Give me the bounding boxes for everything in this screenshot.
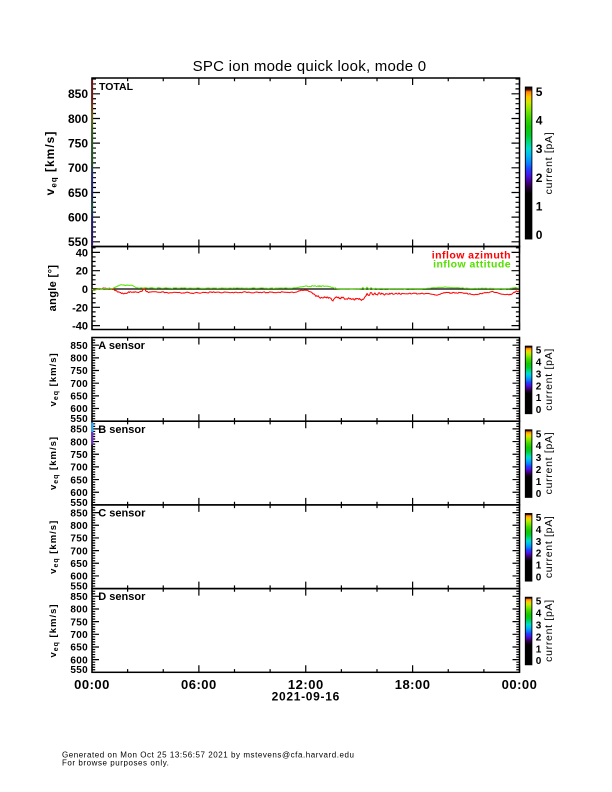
svg-text:5: 5 [536, 429, 542, 440]
svg-text:angle [°]: angle [°] [47, 265, 59, 312]
svg-text:00:00: 00:00 [74, 677, 110, 692]
svg-text:2: 2 [536, 632, 542, 643]
svg-text:600: 600 [70, 488, 88, 499]
svg-text:5: 5 [536, 346, 542, 357]
svg-text:2: 2 [536, 381, 542, 392]
svg-text:550: 550 [70, 414, 88, 425]
svg-text:0: 0 [536, 656, 542, 667]
svg-text:0: 0 [82, 284, 88, 296]
svg-text:veq [km/s]: veq [km/s] [48, 603, 60, 657]
svg-text:3: 3 [536, 369, 542, 380]
svg-text:12:00: 12:00 [288, 677, 324, 692]
svg-text:3: 3 [536, 537, 542, 548]
svg-text:800: 800 [70, 521, 88, 532]
svg-text:600: 600 [70, 572, 88, 583]
svg-text:1: 1 [536, 644, 542, 655]
svg-text:1: 1 [536, 200, 543, 214]
svg-text:20: 20 [76, 266, 88, 278]
svg-text:750: 750 [70, 617, 88, 628]
svg-text:2: 2 [536, 465, 542, 476]
svg-text:650: 650 [70, 392, 88, 403]
svg-text:2: 2 [536, 171, 543, 185]
svg-text:3: 3 [536, 142, 543, 156]
svg-text:550: 550 [70, 498, 88, 509]
svg-text:veq [km/s]: veq [km/s] [48, 436, 60, 490]
svg-text:Generated on Mon Oct 25 13:56:: Generated on Mon Oct 25 13:56:57 2021 by… [62, 750, 354, 759]
svg-text:700: 700 [70, 630, 88, 641]
svg-text:current [pA]: current [pA] [543, 515, 555, 578]
svg-text:800: 800 [70, 605, 88, 616]
svg-text:current [pA]: current [pA] [543, 348, 555, 411]
svg-text:4: 4 [536, 358, 542, 369]
svg-text:600: 600 [70, 404, 88, 415]
svg-text:850: 850 [70, 592, 88, 603]
svg-text:700: 700 [70, 379, 88, 390]
svg-text:700: 700 [70, 463, 88, 474]
svg-text:850: 850 [70, 425, 88, 436]
svg-text:2021-09-16: 2021-09-16 [272, 690, 340, 704]
svg-text:TOTAL: TOTAL [99, 81, 134, 93]
svg-text:C sensor: C sensor [98, 508, 146, 520]
svg-text:700: 700 [68, 161, 88, 175]
svg-text:5: 5 [536, 85, 543, 99]
svg-text:600: 600 [68, 210, 88, 224]
svg-text:4: 4 [536, 525, 542, 536]
svg-text:550: 550 [70, 665, 88, 676]
svg-text:600: 600 [70, 655, 88, 666]
svg-text:850: 850 [68, 87, 88, 101]
svg-text:18:00: 18:00 [395, 677, 431, 692]
svg-text:2: 2 [536, 549, 542, 560]
svg-text:inflow azimuth: inflow azimuth [432, 249, 511, 261]
svg-text:3: 3 [536, 621, 542, 632]
svg-text:For browse purposes only.: For browse purposes only. [62, 758, 169, 767]
svg-text:0: 0 [536, 489, 542, 500]
svg-text:4: 4 [536, 609, 542, 620]
svg-text:650: 650 [70, 559, 88, 570]
svg-text:550: 550 [68, 235, 88, 249]
svg-text:current [pA]: current [pA] [543, 132, 555, 195]
svg-text:800: 800 [68, 112, 88, 126]
svg-text:4: 4 [536, 441, 542, 452]
svg-text:650: 650 [68, 186, 88, 200]
svg-text:veq [km/s]: veq [km/s] [48, 352, 60, 406]
svg-text:750: 750 [68, 136, 88, 150]
svg-text:B sensor: B sensor [98, 424, 146, 436]
svg-text:A sensor: A sensor [98, 340, 145, 352]
svg-text:0: 0 [536, 405, 542, 416]
svg-text:800: 800 [70, 437, 88, 448]
svg-text:750: 750 [70, 450, 88, 461]
svg-text:1: 1 [536, 477, 542, 488]
svg-text:veq [km/s]: veq [km/s] [48, 520, 60, 574]
svg-text:1: 1 [536, 393, 542, 404]
svg-text:750: 750 [70, 366, 88, 377]
svg-text:-40: -40 [72, 321, 88, 333]
svg-text:650: 650 [70, 475, 88, 486]
svg-text:850: 850 [70, 341, 88, 352]
svg-text:40: 40 [76, 247, 88, 259]
svg-text:800: 800 [70, 354, 88, 365]
svg-text:750: 750 [70, 534, 88, 545]
svg-text:current [pA]: current [pA] [543, 432, 555, 495]
svg-text:0: 0 [536, 228, 543, 242]
svg-text:550: 550 [70, 582, 88, 593]
svg-text:00:00: 00:00 [502, 677, 538, 692]
svg-text:5: 5 [536, 513, 542, 524]
svg-text:current [pA]: current [pA] [543, 599, 555, 662]
svg-text:700: 700 [70, 546, 88, 557]
svg-text:4: 4 [536, 114, 543, 128]
svg-text:650: 650 [70, 643, 88, 654]
svg-text:06:00: 06:00 [181, 677, 217, 692]
svg-text:3: 3 [536, 453, 542, 464]
svg-text:1: 1 [536, 561, 542, 572]
svg-text:850: 850 [70, 508, 88, 519]
svg-text:inflow attitude: inflow attitude [433, 259, 511, 271]
svg-text:D sensor: D sensor [98, 591, 146, 603]
svg-text:SPC ion mode quick look, mode: SPC ion mode quick look, mode 0 [193, 58, 427, 75]
svg-text:-20: -20 [72, 302, 88, 314]
svg-text:5: 5 [536, 597, 542, 608]
svg-text:0: 0 [536, 573, 542, 584]
